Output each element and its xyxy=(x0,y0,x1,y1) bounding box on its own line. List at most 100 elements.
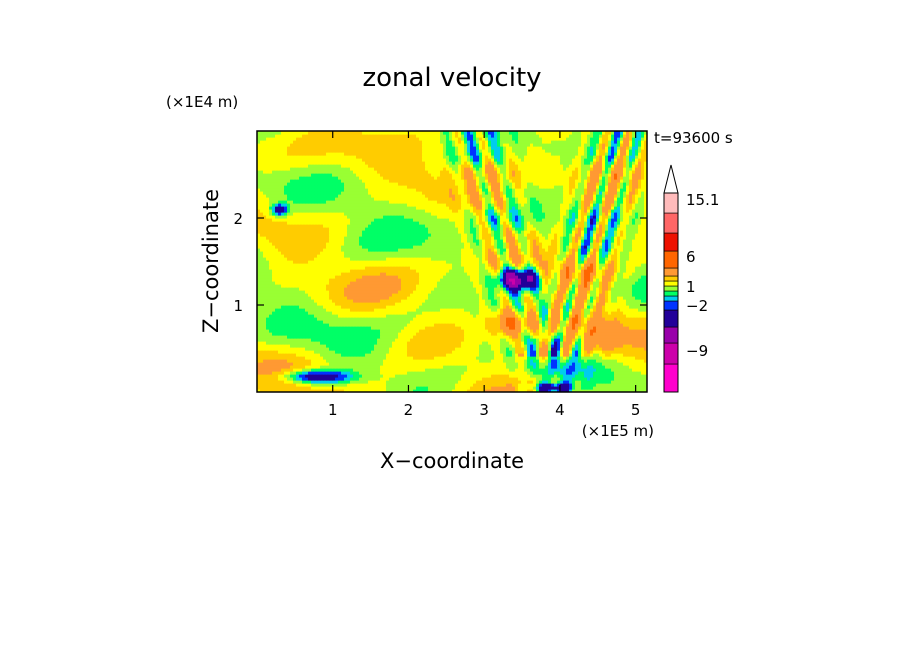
heatmap-cell xyxy=(284,314,288,318)
heatmap-cell xyxy=(491,371,495,375)
heatmap-cell xyxy=(257,284,261,288)
heatmap-cell xyxy=(572,320,576,324)
heatmap-cell xyxy=(530,341,534,345)
heatmap-cell xyxy=(485,356,489,360)
heatmap-cell xyxy=(359,371,363,375)
heatmap-cell xyxy=(530,305,534,309)
heatmap-cell xyxy=(347,293,351,297)
heatmap-cell xyxy=(446,353,450,357)
heatmap-cell xyxy=(257,365,261,369)
heatmap-cell xyxy=(593,338,597,342)
heatmap-cell xyxy=(521,326,525,330)
heatmap-cell xyxy=(518,356,522,360)
heatmap-cell xyxy=(389,287,393,291)
heatmap-cell xyxy=(434,350,438,354)
heatmap-cell xyxy=(491,389,495,392)
heatmap-cell xyxy=(407,371,411,375)
heatmap-cell xyxy=(638,278,642,282)
heatmap-cell xyxy=(521,281,525,285)
heatmap-cell xyxy=(257,380,261,384)
heatmap-cell xyxy=(419,332,423,336)
heatmap-cell xyxy=(365,332,369,336)
heatmap-cell xyxy=(509,332,513,336)
heatmap-cell xyxy=(308,374,312,378)
heatmap-cell xyxy=(359,356,363,360)
heatmap-cell xyxy=(344,302,348,306)
heatmap-cell xyxy=(389,365,393,369)
heatmap-cell xyxy=(368,311,372,315)
heatmap-cell xyxy=(380,371,384,375)
heatmap-cell xyxy=(605,320,609,324)
heatmap-cell xyxy=(572,290,576,294)
heatmap-cell xyxy=(551,308,555,312)
heatmap-cell xyxy=(536,374,540,378)
heatmap-cell xyxy=(530,323,534,327)
heatmap-cell xyxy=(620,356,624,360)
heatmap-cell xyxy=(425,311,429,315)
heatmap-cell xyxy=(449,383,453,387)
heatmap-cell xyxy=(386,347,390,351)
heatmap-cell xyxy=(461,356,465,360)
heatmap-cell xyxy=(371,311,375,315)
heatmap-cell xyxy=(302,377,306,381)
heatmap-cell xyxy=(323,305,327,309)
heatmap-cell xyxy=(506,341,510,345)
heatmap-cell xyxy=(389,314,393,318)
heatmap-cell xyxy=(371,341,375,345)
heatmap-cell xyxy=(374,281,378,285)
heatmap-cell xyxy=(464,290,468,294)
heatmap-cell xyxy=(386,311,390,315)
heatmap-cell xyxy=(434,296,438,300)
heatmap-cell xyxy=(545,311,549,315)
heatmap-cell xyxy=(434,320,438,324)
heatmap-cell xyxy=(521,365,525,369)
heatmap-cell xyxy=(464,368,468,372)
heatmap-cell xyxy=(596,362,600,366)
heatmap-cell xyxy=(413,350,417,354)
heatmap-cell xyxy=(383,317,387,321)
heatmap-cell xyxy=(284,371,288,375)
heatmap-cell xyxy=(332,365,336,369)
heatmap-cell xyxy=(380,293,384,297)
heatmap-cell xyxy=(422,347,426,351)
heatmap-cell xyxy=(554,302,558,306)
heatmap-cell xyxy=(518,368,522,372)
heatmap-cell xyxy=(641,323,645,327)
heatmap-cell xyxy=(329,302,333,306)
heatmap-cell xyxy=(398,359,402,363)
heatmap-cell xyxy=(449,341,453,345)
heatmap-cell xyxy=(611,320,615,324)
heatmap-cell xyxy=(350,380,354,384)
heatmap-cell xyxy=(572,389,576,392)
heatmap-cell xyxy=(425,326,429,330)
heatmap-cell xyxy=(275,359,279,363)
heatmap-cell xyxy=(314,371,318,375)
heatmap-cell xyxy=(632,350,636,354)
heatmap-cell xyxy=(329,350,333,354)
heatmap-cell xyxy=(284,347,288,351)
heatmap-cell xyxy=(281,332,285,336)
heatmap-cell xyxy=(410,299,414,303)
heatmap-cell xyxy=(323,368,327,372)
heatmap-cell xyxy=(287,323,291,327)
heatmap-cell xyxy=(500,335,504,339)
heatmap-cell xyxy=(377,344,381,348)
heatmap-cell xyxy=(563,350,567,354)
heatmap-cell xyxy=(398,290,402,294)
heatmap-cell xyxy=(596,347,600,351)
heatmap-cell xyxy=(269,299,273,303)
heatmap-cell xyxy=(323,350,327,354)
heatmap-cell xyxy=(314,377,318,381)
heatmap-cell xyxy=(482,287,486,291)
heatmap-cell xyxy=(287,368,291,372)
heatmap-cell xyxy=(518,314,522,318)
heatmap-cell xyxy=(305,275,309,279)
heatmap-cell xyxy=(575,353,579,357)
heatmap-cell xyxy=(275,302,279,306)
heatmap-cell xyxy=(287,287,291,291)
heatmap-cell xyxy=(317,332,321,336)
heatmap-cell xyxy=(401,368,405,372)
heatmap-cell xyxy=(425,344,429,348)
heatmap-cell xyxy=(566,290,570,294)
heatmap-cell xyxy=(305,389,309,392)
